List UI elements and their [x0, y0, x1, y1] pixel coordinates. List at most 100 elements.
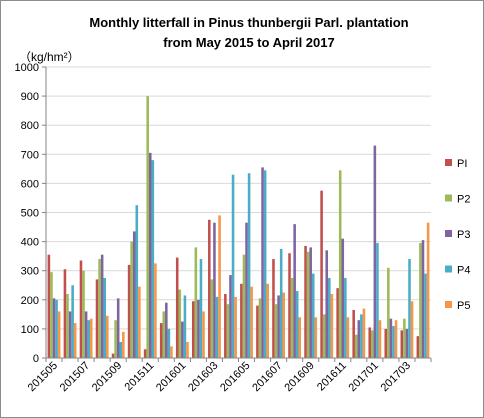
bar-p5-201507	[89, 318, 93, 358]
bar-p5-201508	[106, 315, 109, 358]
bar-p4-201612	[360, 314, 363, 358]
bar-p5-201505	[57, 311, 61, 358]
bar-p5-201611	[346, 317, 350, 358]
bar-p4-201608	[295, 291, 299, 358]
bar-p4-201506	[71, 285, 74, 358]
bar-p2-201704	[419, 243, 422, 358]
bar-p5-201609	[314, 317, 318, 358]
bar-p2-201611	[338, 170, 342, 358]
bar-pi-201610	[320, 190, 323, 358]
bar-p4-201609	[311, 273, 315, 358]
bar-p5-201607	[282, 292, 286, 358]
bar-p4-201607	[279, 248, 283, 359]
bar-pi-201605	[240, 283, 243, 358]
bar-p4-201611	[344, 277, 347, 358]
bar-p4-201507	[87, 320, 90, 358]
bar-p3-201609	[309, 247, 312, 358]
y-tick-label: 800	[21, 120, 39, 132]
bar-p2-201506	[66, 293, 69, 358]
bar-pi-201505	[47, 254, 51, 358]
bar-pi-201608	[288, 253, 291, 358]
y-unit-label: （kg/hm²）	[19, 50, 80, 64]
x-tick-label: 201701	[347, 360, 381, 394]
bar-pi-201601	[175, 257, 179, 358]
bar-p5-201602	[202, 311, 205, 358]
bar-p2-201610	[322, 314, 326, 358]
bar-p5-201605	[250, 286, 253, 358]
x-tick-label: 201703	[379, 360, 413, 394]
bar-pi-201607	[272, 259, 275, 358]
bar-p5-201506	[73, 323, 77, 358]
legend-label-p4: P4	[457, 265, 470, 277]
y-tick-label: 1000	[15, 62, 39, 74]
bar-p2-201605	[242, 254, 246, 358]
bar-p3-201508	[100, 254, 104, 358]
bar-p2-201607	[274, 304, 278, 358]
bar-p5-201606	[266, 283, 269, 358]
x-tick-label: 201609	[282, 360, 316, 394]
bar-p5-201601	[186, 342, 189, 358]
bar-p5-201703	[410, 301, 414, 358]
bar-pi-201511	[143, 349, 147, 358]
bar-p2-201602	[194, 247, 198, 358]
bar-p3-201608	[293, 224, 296, 358]
bar-pi-201506	[63, 269, 67, 358]
bar-p5-201512	[170, 346, 173, 358]
x-tick-label: 201511	[123, 360, 157, 394]
bar-pi-201702	[384, 328, 388, 358]
bar-p3-201506	[68, 311, 72, 358]
y-tick-label: 500	[21, 208, 39, 220]
x-tick-label: 201507	[58, 360, 92, 394]
bar-p4-201601	[183, 295, 187, 358]
legend: PI P2 P3 P4 P5	[445, 158, 470, 312]
y-tick-label: 900	[21, 91, 39, 103]
bar-p3-201606	[261, 167, 264, 358]
bar-pi-201509	[111, 353, 115, 358]
bar-p3-201512	[165, 302, 168, 358]
x-tick-label: 201607	[250, 360, 284, 394]
y-axis-ticks: 0 100 200 300 400 500 600 700 800 900 1000	[15, 62, 46, 365]
bar-p2-201604	[226, 304, 230, 358]
bar-p2-201505	[50, 272, 53, 358]
bar-p2-201606	[258, 298, 262, 358]
bar-p4-201704	[424, 273, 427, 358]
bar-p2-201508	[98, 259, 101, 358]
bar-p3-201509	[116, 298, 120, 358]
chart-title-line-1: Monthly litterfall in Pinus thunbergii P…	[89, 15, 408, 30]
bar-p2-201609	[306, 251, 310, 358]
bar-p4-201510	[135, 205, 139, 358]
bar-pi-201603	[208, 219, 211, 358]
bar-p2-201509	[114, 320, 117, 358]
bar-p3-201702	[389, 318, 393, 358]
legend-label-p3: P3	[457, 229, 470, 241]
x-tick-label: 201611	[315, 360, 349, 394]
bar-pi-201507	[79, 260, 83, 358]
bar-pi-201508	[95, 279, 99, 358]
bar-p3-201507	[84, 311, 88, 358]
bar-p4-201509	[119, 342, 123, 358]
bar-p3-201511	[148, 152, 152, 358]
x-tick-label: 201505	[26, 360, 60, 394]
bar-p2-201601	[178, 289, 182, 358]
bar-p3-201604	[229, 275, 232, 358]
bar-p4-201606	[263, 170, 267, 358]
x-axis-ticks: 2015052015072015092015112016012016032016…	[26, 358, 432, 394]
x-tick-label: 201605	[218, 360, 252, 394]
bar-p3-201607	[277, 295, 280, 358]
bar-p4-201508	[103, 277, 106, 358]
bar-pi-201606	[256, 305, 259, 358]
bar-pi-201701	[368, 327, 372, 358]
legend-label-p2: P2	[457, 194, 470, 206]
bar-p5-201509	[122, 331, 125, 358]
bar-p3-201603	[213, 222, 216, 358]
y-tick-label: 300	[21, 266, 39, 278]
y-tick-label: 700	[21, 149, 39, 161]
bar-p2-201603	[210, 279, 214, 358]
bar-pi-201510	[127, 264, 131, 358]
bar-p4-201602	[199, 259, 203, 358]
bar-p3-201605	[245, 222, 248, 358]
bar-p2-201608	[290, 277, 294, 358]
bar-p5-201701	[378, 320, 382, 358]
